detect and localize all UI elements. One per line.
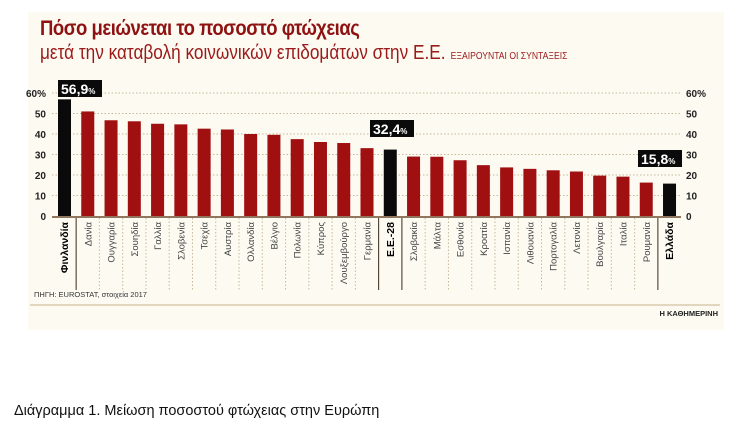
x-tick-label: Λιθουανία [525, 222, 536, 265]
subtitle-text: μετά την καταβολή κοινωνικών επιδομάτων … [40, 42, 446, 64]
y-tick-label-left: 20 [35, 171, 47, 182]
x-tick-label: Ουγγαρία [107, 222, 118, 263]
x-tick-label: Αυστρία [223, 221, 234, 256]
chart-panel [28, 12, 724, 330]
bar-Λουξεμβούργο [337, 143, 351, 216]
bar-Γαλλία [151, 123, 165, 216]
subtitle-note: ΕΞΑΙΡΟΥΝΤΑΙ ΟΙ ΣΥΝΤΑΞΕΙΣ [450, 51, 568, 62]
bar-Κροατία [476, 165, 490, 216]
publisher-credit: Η ΚΑΘΗΜΕΡΙΝΗ [659, 309, 718, 318]
bar-Αυστρία [220, 129, 234, 216]
x-tick-label: Γερμανία [363, 222, 374, 261]
bar-Κύπρος [313, 141, 327, 216]
bar-Φινλανδία [58, 99, 71, 216]
bar-Λιθουανία [523, 168, 537, 216]
chart-title: Πόσο μειώνεται το ποσοστό φτώχειας [40, 17, 360, 40]
y-tick-label-left: 60% [26, 89, 46, 100]
x-tick-label: Πορτογαλία [549, 222, 560, 271]
bar-Πολωνία [290, 139, 304, 216]
data-label-box [370, 120, 414, 137]
bar-Ε.Ε.-28 [383, 149, 397, 216]
y-tick-label-left: 10 [35, 192, 47, 203]
x-tick-label: Βουλγαρία [595, 222, 606, 267]
x-tick-label: Κύπρος [316, 222, 327, 256]
bar-Γερμανία [360, 148, 374, 216]
y-tick-label-right: 20 [686, 171, 698, 182]
x-tick-label: Βέλγιο [269, 222, 280, 249]
data-label-box [58, 80, 102, 97]
y-tick-label-right: 10 [686, 192, 698, 203]
bar-Δανία [81, 111, 95, 216]
bar-Λετονία [569, 171, 583, 216]
x-tick-label: Κροατία [479, 221, 490, 255]
data-label-box [638, 150, 682, 167]
bar-Ελλάδα [663, 183, 677, 216]
chart-subtitle: μετά την καταβολή κοινωνικών επιδομάτων … [40, 42, 567, 65]
x-tick-label: Δανία [83, 222, 94, 247]
x-tick-label: Πολωνία [293, 221, 304, 258]
bar-Μάλτα [430, 156, 444, 216]
y-tick-label-left: 0 [40, 212, 46, 223]
y-tick-label-right: 30 [686, 151, 698, 162]
x-tick-label: Ρουμανία [642, 221, 653, 262]
data-label-unit: % [88, 87, 95, 96]
y-tick-label-left: 50 [35, 110, 47, 121]
figure-caption: Διάγραμμα 1. Μείωση ποσοστού φτώχειας στ… [14, 403, 380, 419]
y-tick-label-right: 40 [686, 130, 698, 141]
data-label-unit: % [400, 127, 407, 136]
bar-Σλοβακία [407, 156, 421, 216]
x-tick-label: Ε.Ε.-28 [385, 222, 397, 257]
x-tick-label: Τσεχία [200, 221, 211, 249]
bar-Πορτογαλία [546, 170, 560, 216]
x-tick-label: Εσθονία [456, 221, 467, 257]
y-tick-label-right: 50 [686, 110, 698, 121]
data-label: 56,9% [61, 81, 95, 97]
bar-Σουηδία [127, 121, 141, 216]
y-tick-label-right: 0 [686, 212, 692, 223]
bar-Ουγγαρία [104, 120, 118, 216]
x-tick-label: Λουξεμβούργο [339, 222, 350, 284]
x-tick-label: Ελλάδα [664, 221, 676, 259]
x-tick-label: Μάλτα [432, 222, 443, 250]
x-tick-label: Φινλανδία [59, 221, 71, 273]
data-label-unit: % [668, 157, 675, 166]
x-tick-label: Ολλανδία [246, 222, 257, 262]
x-tick-label: Λετονία [572, 222, 583, 254]
bar-Ιταλία [616, 176, 630, 216]
data-label: 32,4% [373, 121, 407, 137]
source-note: ΠΗΓΗ: EUROSTAT, στοιχεία 2017 [34, 290, 147, 299]
data-label: 15,8% [641, 151, 675, 167]
bar-Ισπανία [500, 167, 514, 216]
x-tick-label: Ιταλία [618, 221, 629, 246]
bar-Ολλανδία [244, 134, 258, 216]
x-tick-label: Γαλλία [153, 221, 164, 249]
bar-Βέλγιο [267, 134, 281, 216]
bar-Ρουμανία [639, 182, 653, 216]
bar-Εσθονία [453, 160, 467, 216]
y-tick-label-left: 40 [35, 130, 47, 141]
x-tick-label: Ισπανία [502, 222, 513, 255]
bar-Σλοβενία [174, 124, 188, 216]
bar-Βουλγαρία [593, 175, 607, 216]
y-tick-label-right: 60% [686, 89, 706, 100]
x-tick-label: Σλοβακία [409, 221, 420, 261]
bar-Τσεχία [197, 128, 211, 216]
x-tick-label: Σουηδία [130, 221, 141, 256]
y-tick-label-left: 30 [35, 151, 47, 162]
x-tick-label: Σλοβενία [176, 222, 187, 260]
